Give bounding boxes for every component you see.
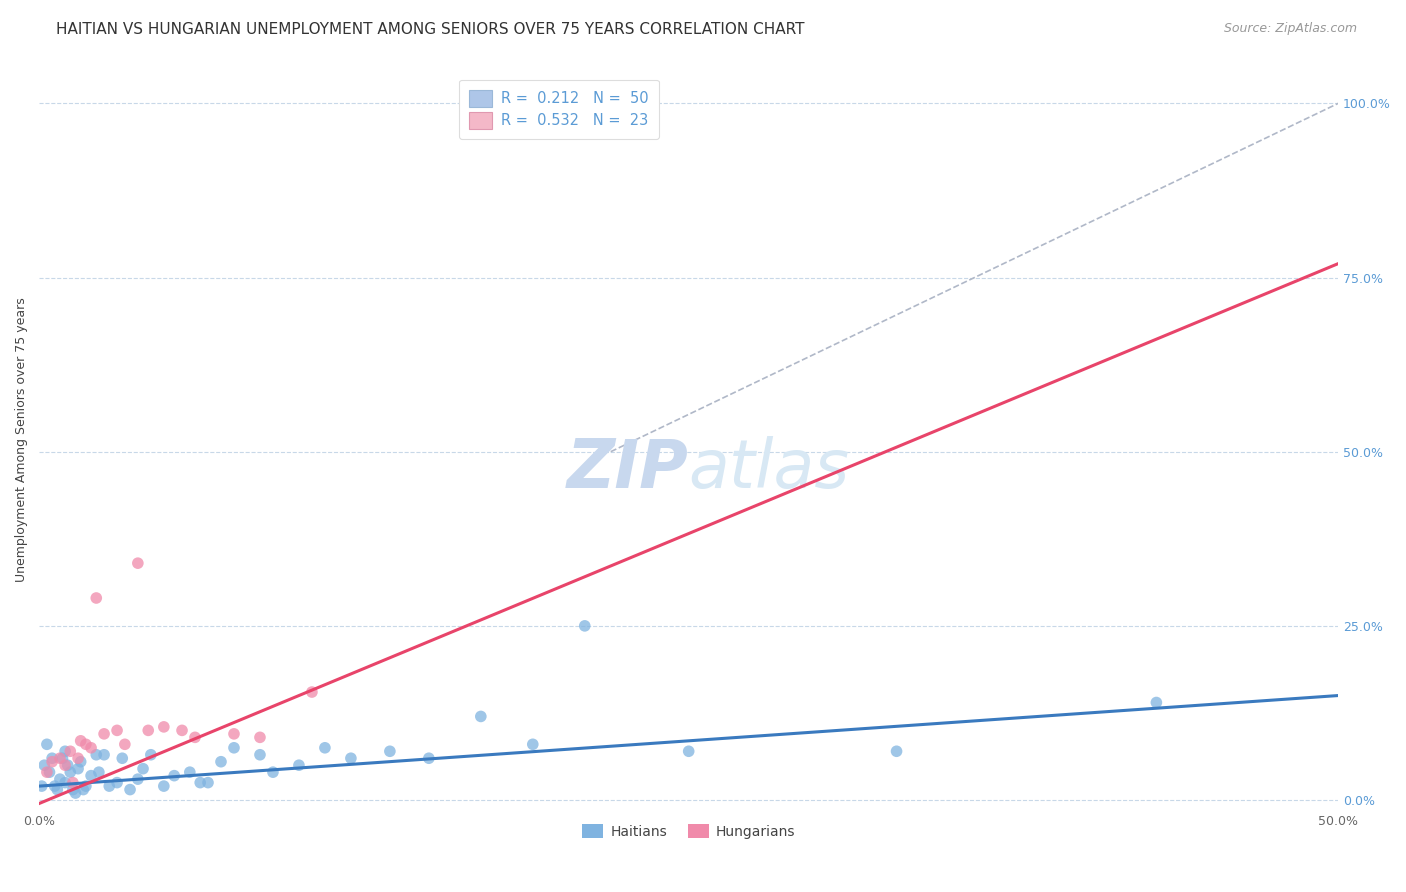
Point — [44, 779, 66, 793]
Point — [114, 737, 136, 751]
Point — [72, 782, 94, 797]
Point — [93, 747, 115, 762]
Point — [418, 751, 440, 765]
Point — [574, 96, 596, 111]
Point — [470, 709, 492, 723]
Point — [49, 772, 72, 786]
Legend: Haitians, Hungarians: Haitians, Hungarians — [576, 819, 800, 845]
Point — [105, 723, 128, 738]
Point — [378, 744, 401, 758]
Point — [153, 720, 176, 734]
Point — [75, 737, 97, 751]
Point — [127, 772, 149, 786]
Point — [301, 685, 323, 699]
Point — [105, 775, 128, 789]
Y-axis label: Unemployment Among Seniors over 75 years: Unemployment Among Seniors over 75 years — [15, 297, 28, 582]
Point — [65, 786, 87, 800]
Point — [209, 755, 232, 769]
Point — [67, 751, 90, 765]
Point — [35, 765, 58, 780]
Point — [340, 751, 363, 765]
Point — [132, 762, 155, 776]
Point — [249, 731, 271, 745]
Point — [188, 775, 211, 789]
Point — [53, 744, 76, 758]
Point — [678, 744, 700, 758]
Point — [46, 782, 69, 797]
Point — [75, 779, 97, 793]
Point — [34, 758, 56, 772]
Point — [51, 751, 73, 765]
Point — [38, 765, 60, 780]
Point — [84, 591, 107, 605]
Point — [69, 734, 91, 748]
Point — [197, 775, 219, 789]
Point — [41, 751, 63, 765]
Point — [53, 758, 76, 772]
Text: atlas: atlas — [689, 436, 849, 502]
Point — [522, 737, 544, 751]
Point — [222, 740, 245, 755]
Point — [574, 619, 596, 633]
Text: ZIP: ZIP — [567, 436, 689, 502]
Point — [62, 782, 84, 797]
Point — [111, 751, 134, 765]
Point — [314, 740, 336, 755]
Point — [98, 779, 121, 793]
Point — [170, 723, 193, 738]
Point — [262, 765, 284, 780]
Point — [184, 731, 207, 745]
Point — [31, 779, 53, 793]
Point — [67, 762, 90, 776]
Point — [179, 765, 201, 780]
Point — [886, 744, 908, 758]
Point — [35, 737, 58, 751]
Point — [84, 747, 107, 762]
Point — [163, 769, 186, 783]
Point — [93, 727, 115, 741]
Point — [118, 782, 141, 797]
Point — [139, 747, 162, 762]
Point — [127, 556, 149, 570]
Point — [80, 769, 103, 783]
Point — [62, 775, 84, 789]
Point — [80, 740, 103, 755]
Point — [288, 758, 311, 772]
Point — [87, 765, 110, 780]
Point — [69, 755, 91, 769]
Point — [136, 723, 159, 738]
Text: Source: ZipAtlas.com: Source: ZipAtlas.com — [1223, 22, 1357, 36]
Text: HAITIAN VS HUNGARIAN UNEMPLOYMENT AMONG SENIORS OVER 75 YEARS CORRELATION CHART: HAITIAN VS HUNGARIAN UNEMPLOYMENT AMONG … — [56, 22, 804, 37]
Point — [53, 775, 76, 789]
Point — [56, 758, 79, 772]
Point — [249, 747, 271, 762]
Point — [222, 727, 245, 741]
Point — [153, 779, 176, 793]
Point — [59, 765, 82, 780]
Point — [41, 755, 63, 769]
Point — [49, 751, 72, 765]
Point — [59, 744, 82, 758]
Point — [1144, 696, 1167, 710]
